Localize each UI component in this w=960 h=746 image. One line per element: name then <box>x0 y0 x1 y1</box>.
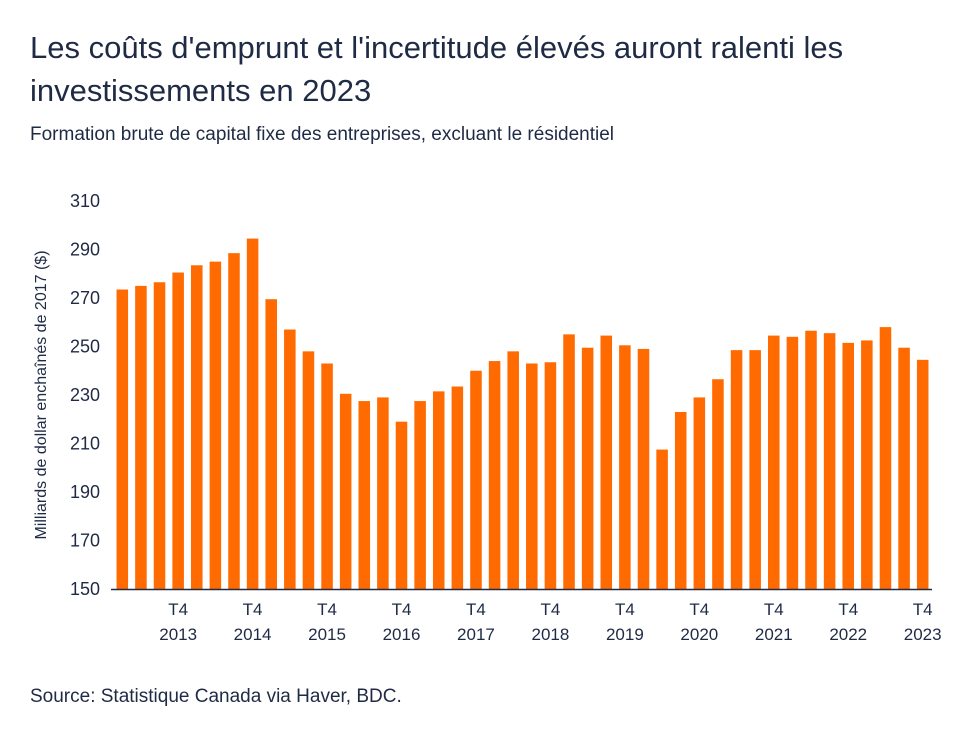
bar <box>619 345 631 589</box>
x-tick-year: 2022 <box>829 625 867 644</box>
bar <box>135 285 147 590</box>
bar <box>488 361 501 589</box>
x-tick-quarter: T4 <box>317 600 337 619</box>
y-tick-label: 210 <box>70 434 100 454</box>
bar <box>507 351 519 589</box>
x-tick-year: 2020 <box>680 625 718 644</box>
x-tick-quarter: T4 <box>168 600 188 619</box>
bar <box>823 333 836 589</box>
bar <box>786 336 799 589</box>
x-tick-year: 2013 <box>159 625 197 644</box>
bar <box>358 401 371 589</box>
bar <box>451 386 464 589</box>
bar <box>693 397 706 589</box>
x-tick-year: 2014 <box>234 625 272 644</box>
bar <box>712 379 724 589</box>
bar <box>600 335 613 589</box>
bar <box>879 327 892 589</box>
bar <box>563 334 575 590</box>
x-tick-quarter: T4 <box>243 600 263 619</box>
bar <box>656 449 668 589</box>
bar <box>432 391 445 589</box>
x-axis: T4 2013 T4 2014 T4 2015 T4 2016 T4 2017 T4 2018 T4 20… <box>159 600 941 644</box>
bar <box>377 397 389 589</box>
y-tick-label: 290 <box>70 240 100 260</box>
x-tick-year: 2017 <box>457 625 495 644</box>
bar <box>209 261 222 590</box>
bar <box>898 347 910 589</box>
chart-title: Les coûts d'emprunt et l'incertitude éle… <box>30 30 844 108</box>
bar <box>526 363 538 589</box>
bar <box>172 272 184 589</box>
x-tick-quarter: T4 <box>392 600 412 619</box>
x-tick-quarter: T4 <box>689 600 709 619</box>
bar <box>321 363 333 589</box>
bar <box>674 411 687 589</box>
y-tick-label: 190 <box>70 482 100 502</box>
bar <box>581 347 594 589</box>
bar <box>730 350 743 589</box>
y-tick-label: 270 <box>70 288 100 308</box>
bar <box>228 253 240 589</box>
bar <box>544 362 557 589</box>
x-tick-quarter: T4 <box>913 600 933 619</box>
x-tick-year: 2018 <box>532 625 570 644</box>
y-tick-label: 230 <box>70 385 100 405</box>
y-tick-label: 310 <box>70 191 100 211</box>
bar <box>861 340 873 589</box>
bar <box>842 342 855 589</box>
bar <box>116 289 129 589</box>
bar <box>339 393 352 589</box>
bar <box>284 329 296 589</box>
y-tick-label: 250 <box>70 337 100 357</box>
bar <box>190 265 203 589</box>
bar <box>414 401 426 589</box>
chart-subtitle: Formation brute de capital fixe des entr… <box>30 124 615 145</box>
bar <box>916 359 929 589</box>
bar <box>395 421 408 589</box>
x-tick-year: 2023 <box>904 625 942 644</box>
bar <box>749 350 761 589</box>
y-axis: 150 170 190 210 230 250 270 290 310 <box>70 191 100 599</box>
bar <box>470 370 482 589</box>
bar <box>805 330 817 589</box>
x-tick-quarter: T4 <box>764 600 784 619</box>
y-tick-label: 150 <box>70 579 100 599</box>
bar <box>637 348 650 589</box>
y-axis-label: Milliards de dollar enchaînés de 2017 ($… <box>33 250 50 539</box>
x-tick-year: 2021 <box>755 625 793 644</box>
x-tick-quarter: T4 <box>466 600 486 619</box>
x-tick-year: 2019 <box>606 625 644 644</box>
x-tick-quarter: T4 <box>838 600 858 619</box>
source-note: Source: Statistique Canada via Haver, BD… <box>30 686 402 707</box>
x-tick-year: 2015 <box>308 625 346 644</box>
x-tick-quarter: T4 <box>540 600 560 619</box>
bar <box>246 238 259 589</box>
bar <box>153 282 166 589</box>
bar <box>302 351 315 589</box>
bars <box>116 238 929 590</box>
x-tick-quarter: T4 <box>615 600 635 619</box>
y-tick-label: 170 <box>70 531 100 551</box>
bar <box>265 299 277 589</box>
x-tick-year: 2016 <box>383 625 421 644</box>
bar <box>768 335 780 589</box>
